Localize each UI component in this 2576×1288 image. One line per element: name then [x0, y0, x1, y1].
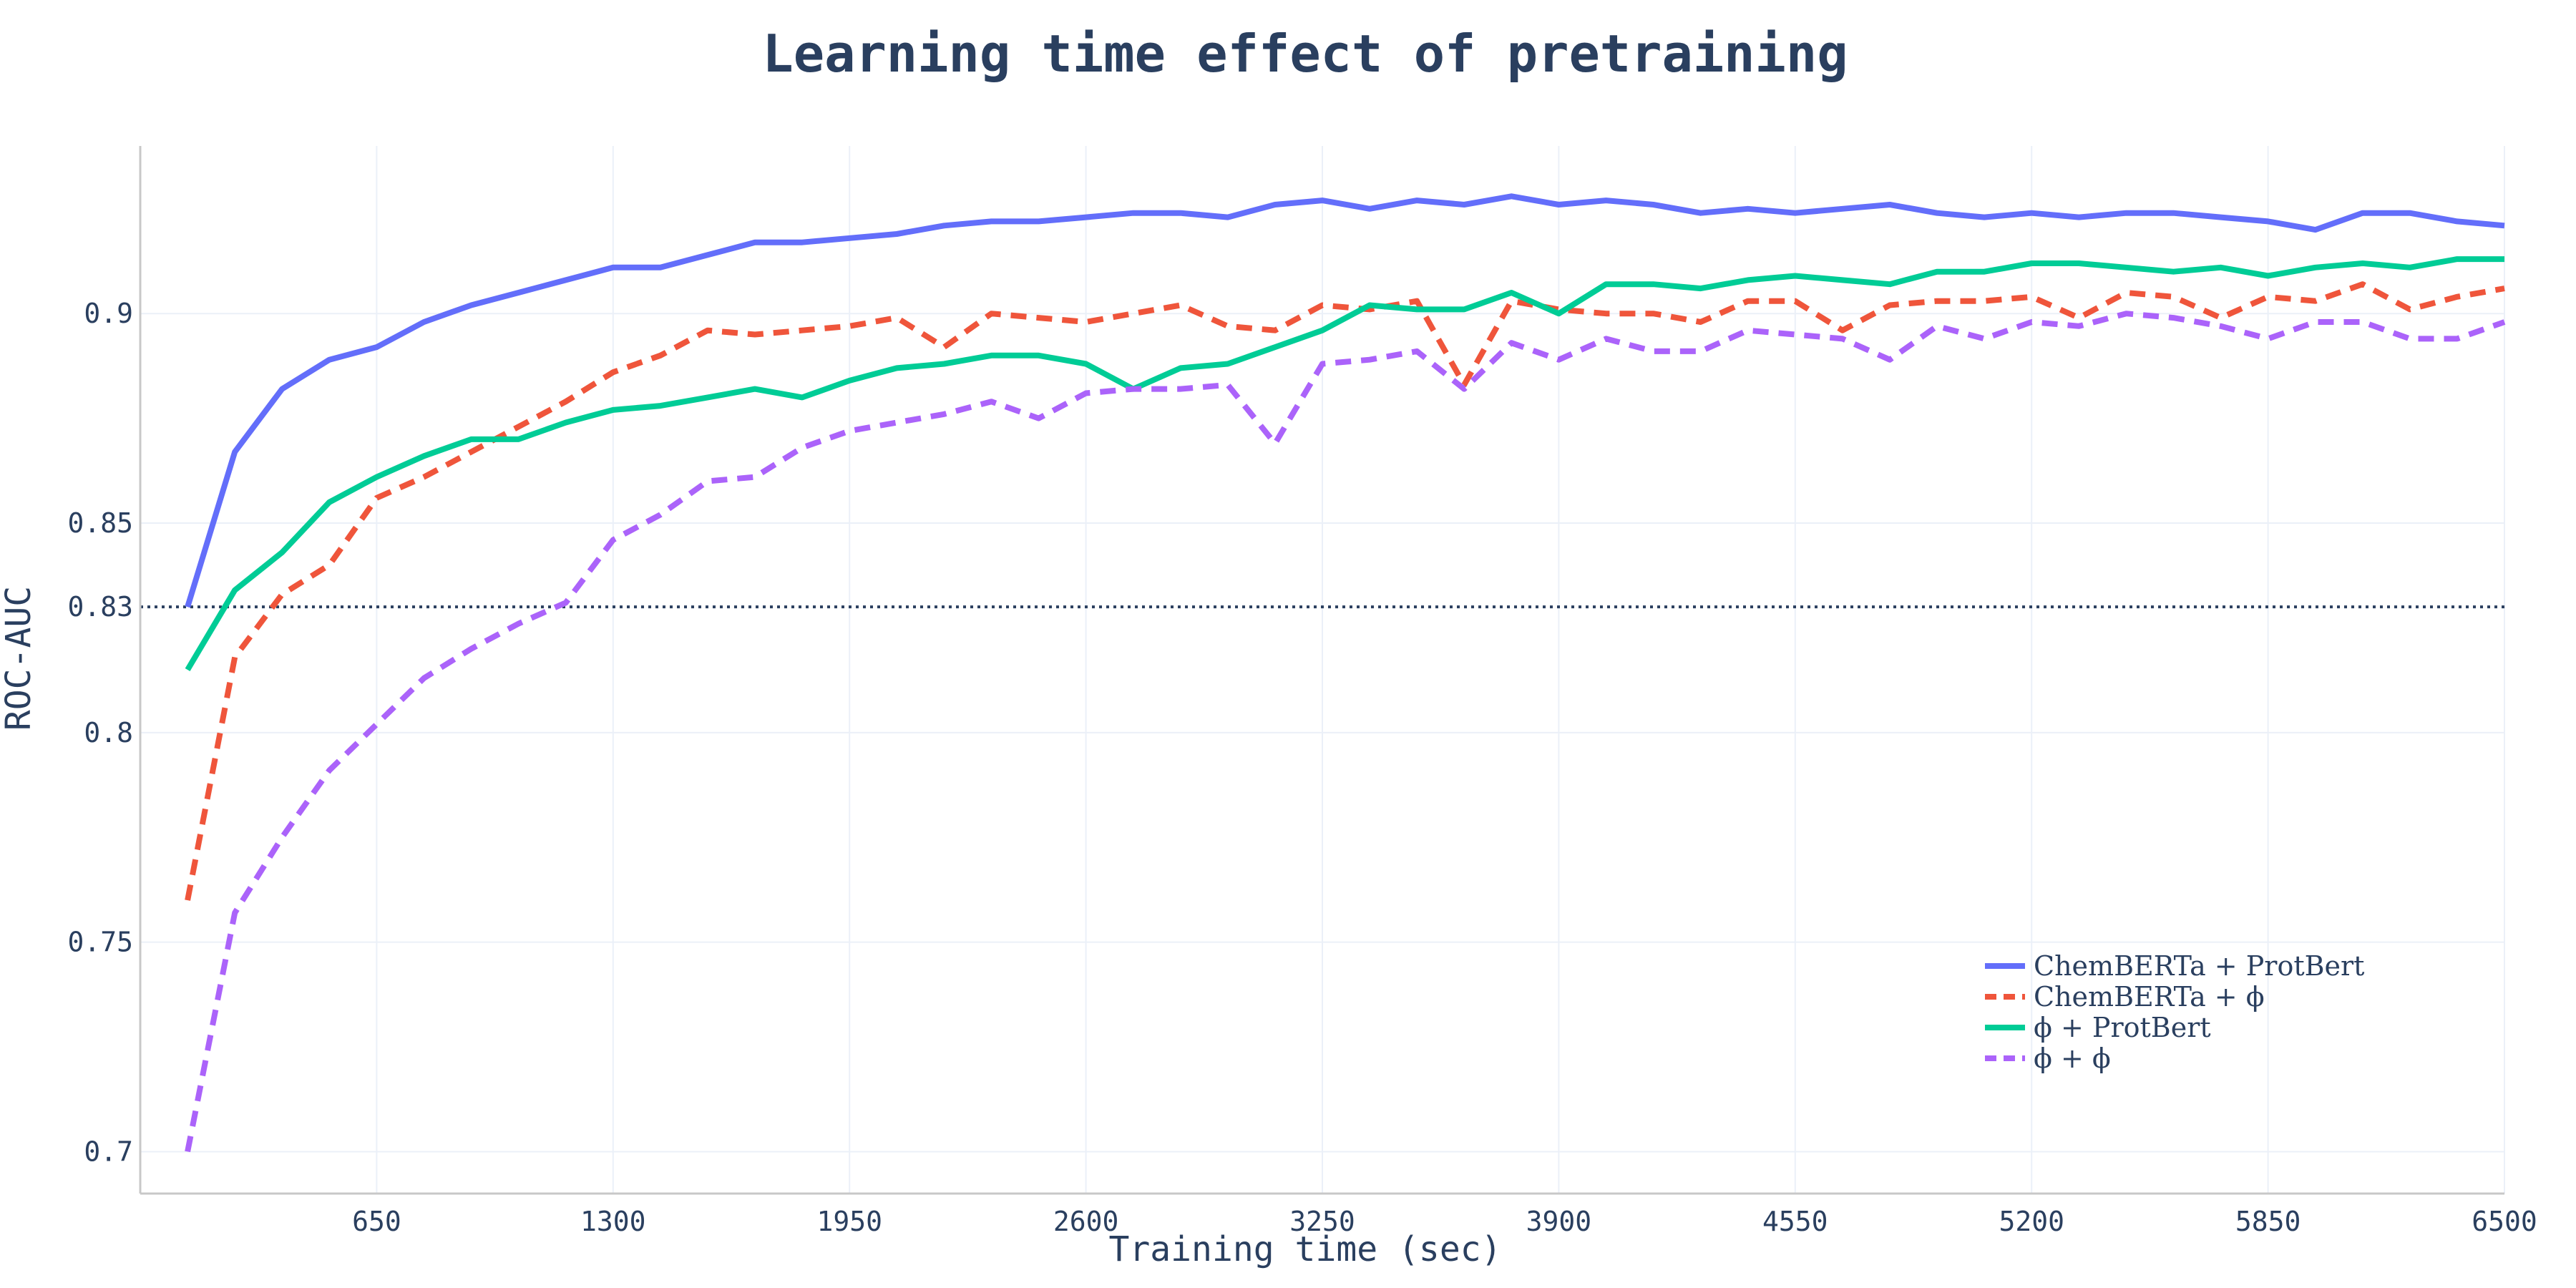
y-tick-label: 0.85: [67, 507, 133, 539]
x-axis-title: Training time (sec): [1108, 1229, 1501, 1269]
x-tick-label: 4550: [1762, 1206, 1828, 1237]
x-tick-label: 5200: [1999, 1206, 2064, 1237]
chart-title: Learning time effect of pretraining: [762, 24, 1848, 84]
y-tick-label: 0.8: [84, 717, 133, 748]
legend-item: ϕ + ϕ: [1985, 1043, 2111, 1074]
legend-label: ϕ + ϕ: [2034, 1043, 2111, 1074]
x-tick-label: 3250: [1289, 1206, 1355, 1237]
x-tick-label: 1300: [580, 1206, 646, 1237]
grid-layer: [140, 146, 2505, 1194]
legend-label: ChemBERTa + ProtBert: [2034, 950, 2364, 982]
x-tick-label: 1950: [816, 1206, 882, 1237]
series-line-3: [185, 256, 2504, 672]
y-tick-label: 0.75: [67, 927, 133, 958]
series-line-4: [185, 311, 2506, 1153]
x-tick-label: 2600: [1053, 1206, 1119, 1237]
series-line-2: [185, 281, 2505, 901]
legend-item: ϕ + ProtBert: [1985, 1012, 2211, 1043]
y-tick-label: 0.9: [84, 298, 133, 329]
legend-item: ChemBERTa + ProtBert: [1985, 950, 2364, 982]
x-tick-label: 6500: [2472, 1206, 2537, 1237]
y-axis-title: ROC-AUC: [0, 586, 39, 731]
axis-layer: 650 1300 1950 2600 3250 3900 4550 5200 5850 6500 0…: [67, 146, 2537, 1237]
y-tick-label: 0.7: [84, 1136, 133, 1167]
series-line-1: [185, 193, 2505, 608]
legend-label: ϕ + ProtBert: [2034, 1012, 2211, 1043]
x-tick-label: 650: [352, 1206, 401, 1237]
y-tick-label: 0.83: [67, 591, 133, 623]
legend-label: ChemBERTa + ϕ: [2034, 981, 2265, 1013]
series-layer: [185, 193, 2506, 1153]
legend-item: ChemBERTa + ϕ: [1985, 981, 2265, 1013]
x-tick-label: 5850: [2235, 1206, 2301, 1237]
x-tick-label: 3900: [1526, 1206, 1592, 1237]
